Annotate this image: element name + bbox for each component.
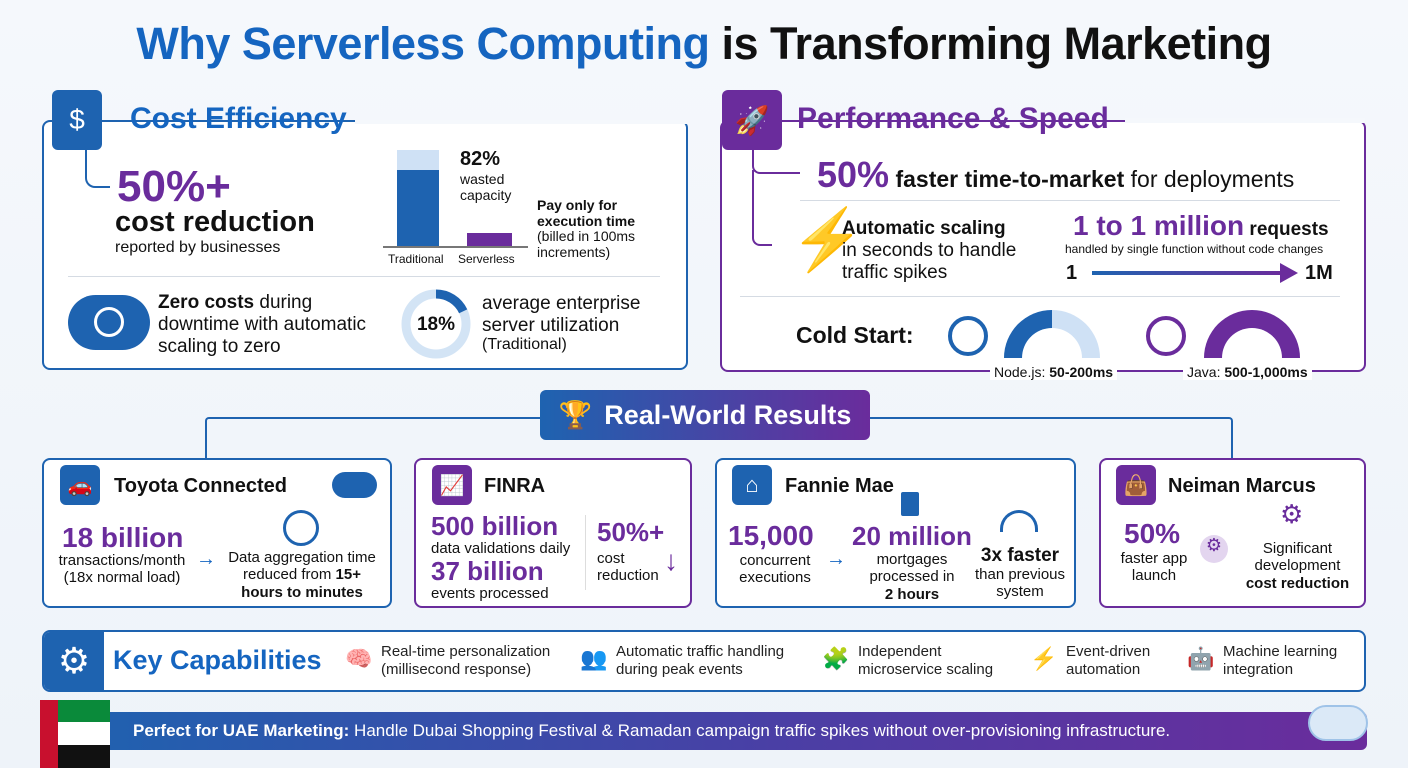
house-icon: ⌂: [732, 465, 772, 505]
time-to-market: 50% faster time-to-market for deployment…: [817, 154, 1295, 195]
finra-stat3: 50%+: [597, 517, 665, 547]
finra-stat1: 500 billion: [431, 511, 559, 541]
neiman-sub: faster app launch: [1120, 550, 1188, 585]
range-arrow: [1092, 271, 1282, 275]
scaling-text: Automatic scaling in seconds to handle tr…: [842, 218, 1017, 283]
capability-item: Independent microservice scaling: [858, 643, 994, 678]
bolt-icon: ⚡: [1030, 646, 1058, 671]
puzzle-icon: 🧩: [822, 646, 850, 671]
lightning-icon: ⚡: [790, 206, 865, 273]
wasted-text: wasted capacity: [460, 171, 512, 204]
toyota-name: Toyota Connected: [114, 475, 287, 497]
uae-marketing-banner: Perfect for UAE Marketing: Handle Dubai …: [55, 712, 1367, 750]
fannie-sub1: concurrent executions: [739, 552, 811, 587]
cost-efficiency-card: [42, 120, 688, 370]
fannie-mae-card: [715, 458, 1076, 608]
cost-stat-label: cost reduction: [115, 206, 315, 238]
arrow-icon: →: [196, 548, 216, 570]
cloud-icon: [332, 472, 377, 498]
nodejs-cold-start: Node.js: 50-200ms: [990, 364, 1118, 381]
gears-icon: ⚙: [1200, 535, 1228, 563]
real-world-results-banner: 🏆 Real-World Results: [540, 390, 870, 440]
arrow-icon: →: [826, 548, 846, 570]
range-title: 1 to 1 million requests: [1073, 210, 1329, 241]
fannie-stat3: 3x faster: [980, 545, 1060, 566]
cloud-power-icon: [68, 295, 150, 350]
range-sub: handled by single function without code …: [1065, 242, 1324, 256]
fannie-sub2: mortgages processed in 2 hours: [869, 551, 955, 603]
cost-stat: 50%+: [117, 162, 231, 211]
chart-growth-icon: 📈: [432, 465, 472, 505]
stopwatch-icon: [1146, 316, 1186, 356]
page-title: Why Serverless Computing is Transforming…: [136, 18, 1272, 69]
capability-item: Event-driven automation: [1066, 643, 1151, 678]
finra-sub3: cost reduction: [597, 550, 659, 585]
down-arrow-icon: ↓: [664, 545, 678, 576]
tick-serverless: Serverless: [458, 252, 515, 266]
fannie-stat1: 15,000: [728, 520, 814, 551]
car-cloud-icon: 🚗: [60, 465, 100, 505]
utilization-sub: (Traditional): [482, 336, 567, 353]
wasted-pct: 82%: [460, 148, 501, 170]
trophy-icon: 🏆: [558, 400, 593, 430]
uae-map-flag-icon: [40, 700, 110, 768]
capabilities-heading: Key Capabilities: [113, 645, 322, 675]
finra-sub1: data validations daily: [431, 540, 571, 557]
brain-icon: 🧠: [345, 646, 373, 671]
rocket-icon: 🚀: [722, 90, 782, 150]
fannie-stat2: 20 million: [852, 521, 972, 551]
zero-costs-text: Zero costs during downtime with automati…: [158, 292, 367, 357]
utilization-donut: [401, 289, 471, 359]
fannie-sub3: than previous system: [974, 566, 1066, 601]
key-capabilities-bar: ⚙: [42, 630, 1366, 692]
traditional-bar: [397, 170, 439, 246]
toyota-desc: Data aggregation time reduced from 15+ h…: [228, 549, 376, 601]
range-to: 1M: [1305, 262, 1333, 284]
capability-item: Automatic traffic handling during peak ev…: [616, 643, 785, 678]
people-icon: 👥: [580, 646, 608, 671]
speedometer-icon: [1000, 510, 1038, 532]
capability-item: Machine learning integration: [1223, 643, 1338, 678]
stopwatch-icon: [948, 316, 988, 356]
toyota-sub: transactions/month (18x normal load): [58, 552, 186, 587]
gear-coins-icon: ⚙: [1280, 499, 1304, 529]
serverless-bar: [467, 233, 512, 246]
robot-icon: 🤖: [1187, 646, 1215, 671]
dollar-down-icon: $: [52, 90, 102, 150]
finra-sub2: events processed: [431, 585, 549, 602]
utilization-value: 18%: [416, 314, 456, 335]
neiman-desc: Significant development cost reduction: [1245, 540, 1350, 592]
fannie-name: Fannie Mae: [785, 475, 894, 497]
shopping-bag-icon: 👜: [1116, 465, 1156, 505]
document-icon: [901, 492, 919, 516]
billed-note: (billed in 100ms increments): [537, 228, 636, 261]
utilization-text: average enterprise server utilization: [482, 293, 641, 336]
finra-name: FINRA: [484, 475, 546, 497]
java-cold-start: Java: 500-1,000ms: [1183, 364, 1312, 381]
cold-start-label: Cold Start:: [796, 322, 914, 348]
cost-heading: Cost Efficiency: [130, 102, 347, 135]
clock-icon: [283, 510, 319, 546]
neiman-name: Neiman Marcus: [1168, 475, 1316, 497]
cost-stat-sub: reported by businesses: [115, 239, 281, 256]
capability-item: Real-time personalization (millisecond re…: [381, 643, 551, 678]
finra-stat2: 37 billion: [431, 556, 544, 586]
neiman-stat: 50%: [1124, 518, 1181, 549]
toyota-stat: 18 billion: [62, 522, 184, 553]
tick-traditional: Traditional: [388, 252, 444, 266]
cloud-icon: [1308, 705, 1368, 741]
range-from: 1: [1066, 262, 1078, 284]
perf-heading: Performance & Speed: [797, 102, 1109, 135]
gear-icon: ⚙: [44, 632, 104, 690]
pay-only-text: Pay only for execution time: [537, 197, 636, 230]
traditional-wasted-bar: [397, 150, 439, 170]
